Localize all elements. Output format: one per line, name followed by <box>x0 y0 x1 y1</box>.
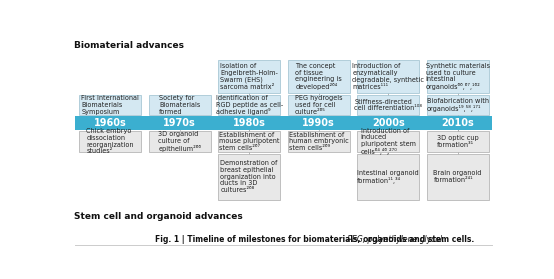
Bar <box>218 154 280 200</box>
Bar <box>427 95 489 115</box>
Text: Biomaterial advances: Biomaterial advances <box>74 41 184 50</box>
Text: 1990s: 1990s <box>302 118 335 128</box>
Bar <box>288 95 350 115</box>
Text: First International
Biomaterials
Symposium: First International Biomaterials Symposi… <box>81 95 139 115</box>
Text: Fig. 1 | Timeline of milestones for biomaterials, organoids and stem cells.: Fig. 1 | Timeline of milestones for biom… <box>155 235 474 244</box>
Bar <box>218 95 280 115</box>
Bar <box>148 95 211 115</box>
Bar <box>357 131 419 152</box>
Bar <box>357 95 419 115</box>
Text: Introduction of
induced
pluripotent stem
cells⁶⁴,⁴⁶,²⁷⁰: Introduction of induced pluripotent stem… <box>361 128 416 155</box>
Bar <box>288 131 350 152</box>
Text: Establishment of
mouse pluripotent
stem cells²⁶⁷: Establishment of mouse pluripotent stem … <box>219 131 279 151</box>
Text: Biofabrication with
organoids¹⁹,⁵⁸,¹⁷¹: Biofabrication with organoids¹⁹,⁵⁸,¹⁷¹ <box>427 98 489 112</box>
Text: The concept
of tissue
engineering is
developed²⁶⁴: The concept of tissue engineering is dev… <box>295 63 342 90</box>
Bar <box>218 131 280 152</box>
Text: Stem cell and organoid advances: Stem cell and organoid advances <box>74 212 243 221</box>
Text: Brain organoid
formation²⁴¹: Brain organoid formation²⁴¹ <box>433 170 482 183</box>
Bar <box>427 131 489 152</box>
Text: 2000s: 2000s <box>372 118 404 128</box>
Bar <box>148 131 211 152</box>
Text: 2010s: 2010s <box>442 118 474 128</box>
Bar <box>288 61 350 93</box>
Text: 3D optic cup
formation³¹: 3D optic cup formation³¹ <box>437 135 479 148</box>
Bar <box>427 61 489 93</box>
Bar <box>79 131 141 152</box>
Text: 1970s: 1970s <box>163 118 196 128</box>
Text: Introduction of
enzymatically
degradable, synthetic
matrices¹¹¹: Introduction of enzymatically degradable… <box>352 64 424 90</box>
Bar <box>218 61 280 93</box>
Text: 3D organoid
culture of
epithelium²⁶⁶: 3D organoid culture of epithelium²⁶⁶ <box>158 131 201 151</box>
Text: Establishment of
human embryonic
stem cells²⁶⁹: Establishment of human embryonic stem ce… <box>289 131 348 151</box>
Text: Intestinal organoid
formation¹¹,³⁴: Intestinal organoid formation¹¹,³⁴ <box>357 170 419 184</box>
Bar <box>427 154 489 200</box>
Text: Society for
Biomaterials
formed: Society for Biomaterials formed <box>159 95 201 115</box>
Text: PEG, polyethylene glycol.: PEG, polyethylene glycol. <box>346 235 445 244</box>
Text: Chick embryo
dissociation
reorganization
studies²: Chick embryo dissociation reorganization… <box>86 128 134 154</box>
Text: 1960s: 1960s <box>94 118 126 128</box>
Bar <box>357 61 419 93</box>
Text: 1980s: 1980s <box>233 118 265 128</box>
Text: Synthetic materials
used to culture
intestinal
organoids⁶⁶,⁶⁷,¹⁶²: Synthetic materials used to culture inte… <box>425 63 490 90</box>
Bar <box>79 95 141 115</box>
Bar <box>357 154 419 200</box>
Text: Stiffness-directed
cell differentiation¹⁰⁸: Stiffness-directed cell differentiation¹… <box>354 99 422 112</box>
Text: Demonstration of
breast epithelial
organization into
ducts in 3D
cultures²⁶⁸: Demonstration of breast epithelial organ… <box>220 160 278 193</box>
Text: Identification of
RGD peptide as cell-
adhesive ligand⁹: Identification of RGD peptide as cell- a… <box>216 95 283 116</box>
Bar <box>75 116 493 130</box>
Text: PEG hydrogels
used for cell
culture²⁶⁵: PEG hydrogels used for cell culture²⁶⁵ <box>295 95 342 115</box>
Text: Isolation of
Engelbreth-Holm-
Swarm (EHS)
sarcoma matrix²: Isolation of Engelbreth-Holm- Swarm (EHS… <box>220 63 278 90</box>
